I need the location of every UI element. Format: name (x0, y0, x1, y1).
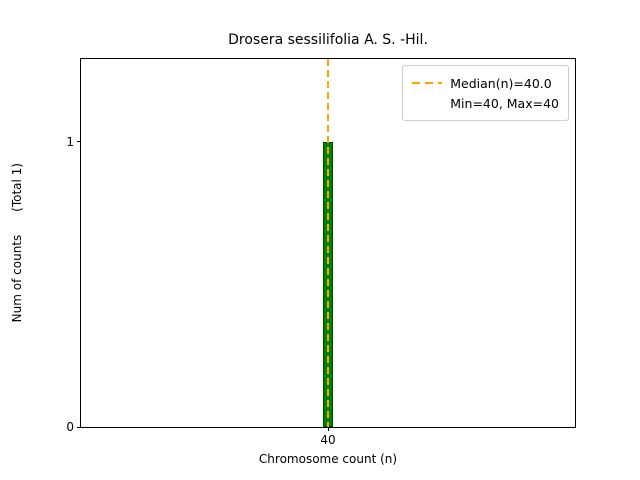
legend-row-minmax: Min=40, Max=40 (412, 93, 559, 113)
median-dashed-line-sample (412, 82, 443, 84)
median-line (327, 59, 329, 427)
y-tick-mark (77, 141, 81, 143)
legend: Median(n)=40.0 Min=40, Max=40 (402, 65, 569, 121)
plot-area: Median(n)=40.0 Min=40, Max=40 40 0 1 (66, 58, 576, 447)
y-tick-mark (77, 426, 81, 428)
x-tick-label: 40 (320, 433, 336, 447)
x-tick-mark (327, 427, 329, 431)
chart-title: Drosera sessilifolia A. S. -Hil. (228, 32, 428, 48)
y-axis-label: Num of counts (Total 1) (10, 163, 24, 323)
x-axis-label: Chromosome count (n) (258, 452, 398, 466)
legend-label-median: Median(n)=40.0 (450, 75, 552, 91)
y-tick-label: 1 (66, 134, 74, 149)
legend-row-median: Median(n)=40.0 (412, 73, 559, 93)
y-tick-label: 0 (66, 420, 74, 434)
legend-sample-empty (412, 102, 442, 104)
legend-label-minmax: Min=40, Max=40 (450, 95, 559, 111)
y-axis-label-wrap: Num of counts (Total 1) (6, 58, 28, 428)
